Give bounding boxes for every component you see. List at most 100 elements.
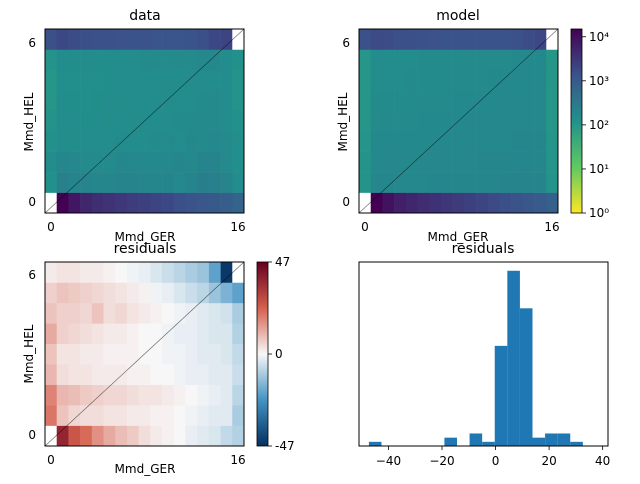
model-ylabel: Mmd_HEL: [336, 92, 350, 151]
residuals-cell-r5-c16: [232, 323, 245, 345]
model-cell-r6-c4: [405, 69, 418, 91]
data-cell-r5-c1: [56, 90, 69, 112]
model-cell-r4-c12: [499, 110, 512, 132]
residuals-cell-r0-c4: [91, 425, 104, 447]
model-cell-r0-c7: [440, 192, 453, 214]
data-cell-r8-c12: [185, 29, 198, 50]
data-cell-r2-c9: [150, 151, 163, 173]
data-cell-r0-c16: [232, 192, 245, 214]
data-cell-r5-c10: [162, 90, 175, 112]
model-cell-r6-c8: [452, 69, 465, 91]
residuals-cell-r4-c14: [208, 343, 221, 365]
residuals-cell-r3-c1: [56, 364, 69, 385]
residuals-cell-r6-c4: [91, 302, 104, 324]
model-cell-r5-c5: [417, 90, 430, 112]
model-cell-r8-c1: [370, 29, 383, 50]
residuals-cell-r1-c4: [91, 405, 104, 426]
residuals-cell-r6-c11: [173, 302, 186, 324]
model-cell-r2-c0: [359, 151, 372, 173]
data-cell-r2-c8: [138, 151, 151, 173]
data-cell-r4-c4: [91, 110, 104, 132]
residuals-cell-r6-c3: [80, 302, 93, 324]
model-panel: model 0 16 0 6 Mmd_GER Mmd_HEL: [336, 8, 609, 244]
model-cell-r8-c16: [546, 29, 559, 50]
data-cell-r7-c2: [68, 49, 81, 71]
data-cell-r2-c15: [220, 151, 233, 173]
residuals-cell-r7-c3: [80, 282, 93, 304]
residuals-cell-r8-c16: [232, 262, 245, 283]
residuals-cell-r6-c6: [115, 302, 128, 324]
histogram-bar-13: [532, 437, 546, 446]
residuals-cell-r2-c10: [162, 384, 175, 406]
model-cell-r3-c3: [394, 131, 407, 152]
model-cell-r0-c15: [534, 192, 547, 214]
model-cell-r1-c9: [464, 172, 477, 193]
residuals-cell-r8-c13: [197, 262, 210, 283]
data-cell-r5-c6: [115, 90, 128, 112]
residuals-cell-r8-c8: [138, 262, 151, 283]
residuals-cell-r4-c15: [220, 343, 233, 365]
model-cell-r0-c4: [405, 192, 418, 214]
model-cell-r8-c0: [359, 29, 372, 50]
data-cell-r2-c10: [162, 151, 175, 173]
model-cell-r8-c15: [534, 29, 547, 50]
model-cell-r5-c12: [499, 90, 512, 112]
data-cell-r7-c12: [185, 49, 198, 71]
data-frame: [44, 28, 245, 214]
data-cell-r1-c8: [138, 172, 151, 193]
model-cell-r8-c2: [382, 29, 395, 50]
data-cell-r2-c2: [68, 151, 81, 173]
model-cell-r4-c2: [382, 110, 395, 132]
model-cell-r2-c13: [511, 151, 524, 173]
residuals-cell-r2-c11: [173, 384, 186, 406]
data-cell-r1-c7: [126, 172, 139, 193]
data-cell-r5-c14: [208, 90, 221, 112]
model-ytick-6: 6: [342, 36, 350, 50]
residuals-cell-r4-c7: [126, 343, 139, 365]
histogram-bar-14: [545, 433, 558, 446]
data-cell-r7-c11: [173, 49, 186, 71]
residuals-cell-r2-c7: [126, 384, 139, 406]
residuals-cell-r3-c3: [80, 364, 93, 385]
model-cell-r8-c4: [405, 29, 418, 50]
residuals-cell-r5-c6: [115, 323, 128, 345]
data-panel: data 0 16 0 6 Mmd_GER Mmd_HEL: [22, 8, 246, 244]
data-cell-r6-c9: [150, 69, 163, 91]
data-cell-r6-c16: [232, 69, 245, 91]
model-cell-r7-c7: [440, 49, 453, 71]
data-diagonal: [44, 28, 245, 214]
data-cell-r7-c10: [162, 49, 175, 71]
data-cell-r6-c12: [185, 69, 198, 91]
data-cell-r8-c15: [220, 29, 233, 50]
data-ytick-6: 6: [28, 36, 36, 50]
model-cell-r7-c8: [452, 49, 465, 71]
model-ytick-0: 0: [342, 195, 350, 209]
model-cell-r0-c3: [394, 192, 407, 214]
residuals-cell-r6-c5: [103, 302, 116, 324]
model-cell-r7-c3: [394, 49, 407, 71]
histogram-bar-9: [482, 441, 495, 446]
data-cell-r5-c16: [232, 90, 245, 112]
residuals-cell-r5-c9: [150, 323, 163, 345]
model-cell-r1-c0: [359, 172, 372, 193]
model-cell-r3-c16: [546, 131, 559, 152]
residuals-cell-r7-c10: [162, 282, 175, 304]
residuals-cell-r0-c9: [150, 425, 163, 447]
model-cell-r2-c14: [522, 151, 535, 173]
data-cell-r5-c13: [197, 90, 210, 112]
residuals-cell-r0-c16: [232, 425, 245, 447]
histogram-bar-10: [494, 345, 508, 446]
model-cell-r5-c11: [487, 90, 500, 112]
model-cell-r8-c9: [464, 29, 477, 50]
data-cell-r1-c2: [68, 172, 81, 193]
residuals-cell-r4-c9: [150, 343, 163, 365]
model-cell-r1-c2: [382, 172, 395, 193]
data-cell-r3-c6: [115, 131, 128, 152]
model-cell-r7-c11: [487, 49, 500, 71]
residuals-cell-r0-c10: [162, 425, 175, 447]
data-cell-r5-c0: [45, 90, 58, 112]
model-cell-r7-c9: [464, 49, 477, 71]
data-cell-r6-c7: [126, 69, 139, 91]
model-cell-r2-c11: [487, 151, 500, 173]
residuals-cell-r6-c0: [45, 302, 58, 324]
